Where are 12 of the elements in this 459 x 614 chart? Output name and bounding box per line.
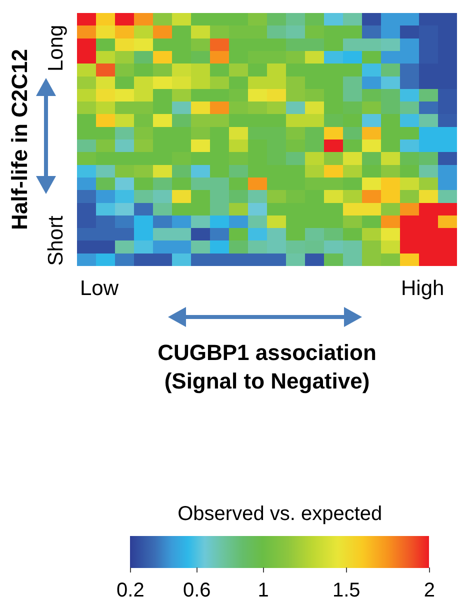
x-axis-title: CUGBP1 association (Signal to Negative) [158, 340, 376, 394]
text: Low [80, 277, 120, 300]
text: Long [44, 24, 68, 72]
color-bar-label: 2 [424, 580, 435, 602]
color-bar-title: Observed vs. expected [178, 502, 382, 525]
color-bar-label: 0.6 [182, 580, 211, 602]
color-bar-label: 1.5 [332, 580, 360, 602]
color-bar-label: 1 [258, 580, 269, 602]
text: Short [44, 215, 68, 266]
text: High [401, 277, 444, 300]
color-bar-label: 0.2 [116, 580, 144, 602]
y-axis-title: Half-life in C2C12 [6, 49, 32, 230]
